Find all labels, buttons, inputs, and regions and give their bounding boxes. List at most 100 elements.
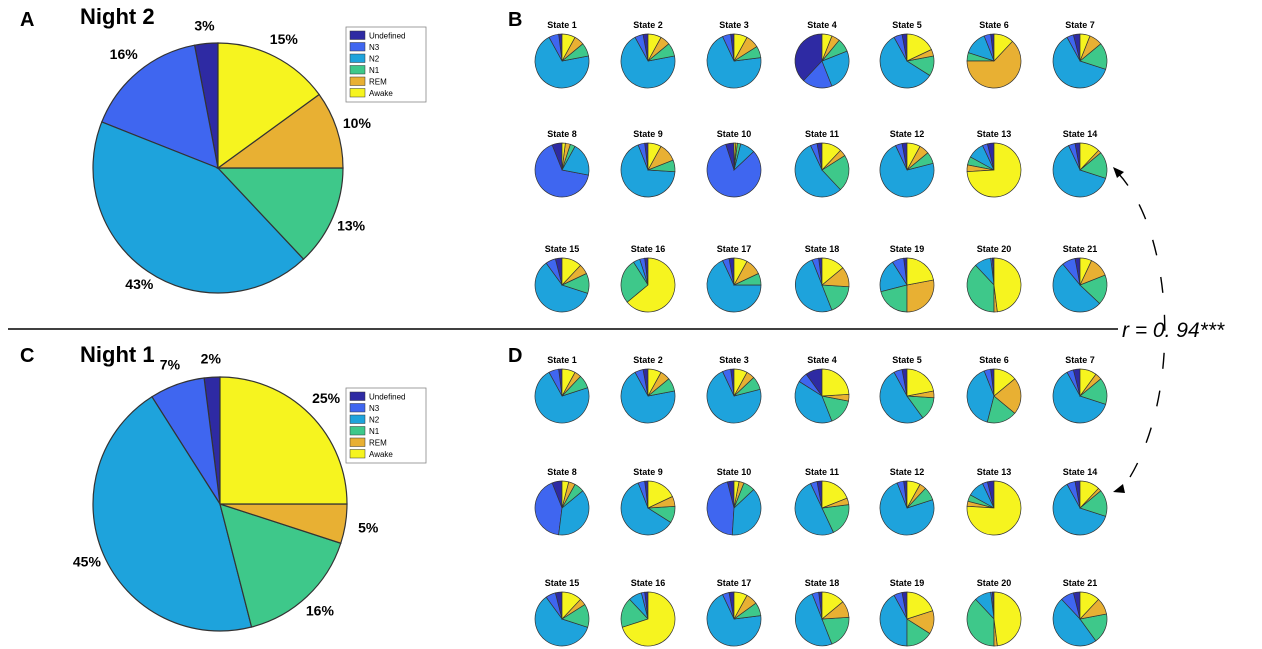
panel-b-state-15-slice-n2 [534, 262, 589, 313]
panel-d-state-18: State 18 [795, 578, 850, 647]
panel-b-state-18: State 18 [795, 244, 850, 313]
panel-b-state-16-label: State 16 [631, 244, 666, 254]
panel-d-state-9: State 9 [620, 467, 676, 536]
panel-a-pie: 3% 16% 43% 13% 10% 15% [92, 18, 372, 294]
panel-d-state-6-slice-n2 [966, 370, 995, 423]
panel-d-state-19-slice-awake [906, 591, 934, 620]
panel-b-state-4-slice-undefined [794, 33, 823, 82]
panel-b-state-5: State 5 [879, 20, 935, 89]
panel-c-legend-label-awake: Awake [369, 450, 393, 459]
panel-b-state-20-slice-n1 [966, 264, 995, 313]
panel-d-state-5-slice-n2 [879, 371, 924, 424]
panel-c-slice-n1 [219, 503, 342, 628]
panel-letter-d: D [508, 345, 522, 367]
panel-c-legend-swatch-undefined [349, 391, 366, 401]
panel-b-state-11-slice-n2 [794, 145, 841, 198]
panel-b-state-10-slice-awake [733, 142, 737, 171]
panel-b-state-17: State 17 [706, 244, 762, 313]
panel-a-slice-n2 [92, 121, 305, 294]
panel-d-state-1-slice-n2 [534, 371, 590, 424]
panel-b-state-7: State 7 [1052, 20, 1108, 89]
panel-b-state-4-label: State 4 [807, 20, 837, 30]
panel-b-state-1-slice-n2 [534, 36, 590, 89]
panel-d-state-4-slice-n2 [794, 381, 833, 424]
panel-c-label-n3: 7% [160, 357, 181, 373]
panel-d-state-5-slice-awake [906, 368, 934, 397]
panel-d-state-21-slice-n2 [1052, 598, 1097, 647]
panel-d-state-10: State 10 [706, 467, 762, 536]
panel-b-state-14-slice-n2 [1052, 145, 1107, 198]
panel-d-state-8-slice-awake [561, 480, 570, 509]
panel-d-state-15: State 15 [534, 578, 590, 647]
panel-a-legend-label-awake: Awake [369, 89, 393, 98]
panel-a-label-n1: 13% [337, 218, 366, 234]
panel-b-state-10-label: State 10 [717, 129, 752, 139]
correlation-arrow-head-top [1113, 167, 1124, 178]
panel-d-state-2: State 2 [620, 355, 676, 424]
panel-a-legend-swatch-rem [349, 76, 366, 86]
panel-b-state-6-label: State 6 [979, 20, 1009, 30]
panel-d-state-4-slice-awake [821, 368, 850, 397]
panel-b-state-9: State 9 [620, 129, 676, 198]
panel-b-state-8-slice-n3 [534, 144, 589, 198]
panel-b-state-15-label: State 15 [545, 244, 580, 254]
panel-b-state-21-slice-n2 [1052, 263, 1101, 313]
panel-d-state-9-slice-awake [647, 480, 673, 509]
panel-c-legend-swatch-n2 [349, 414, 366, 424]
panel-b-state-9-label: State 9 [633, 129, 663, 139]
panel-c-slice-n2 [92, 395, 253, 632]
panel-b-state-18-label: State 18 [805, 244, 840, 254]
panel-b-state-6-slice-rem [966, 40, 1022, 89]
panel-a-legend: Undefined N3 N2 N1 REM Awake [345, 26, 427, 103]
panel-d-state-6-slice-rem [993, 378, 1022, 414]
panel-d-state-10-label: State 10 [717, 467, 752, 477]
panel-a-label-rem: 10% [343, 115, 372, 131]
panel-d-state-1-slice-awake [561, 368, 576, 397]
panel-d-state-14: State 14 [1052, 467, 1108, 536]
panel-a-title: Night 2 [80, 4, 155, 29]
panel-d-state-17-slice-n2 [706, 594, 762, 647]
panel-a-legend-label-n3: N3 [369, 43, 380, 52]
panel-b-state-7-label: State 7 [1065, 20, 1095, 30]
panel-d-state-6-slice-awake [993, 368, 1016, 397]
panel-a-legend-label-rem: REM [369, 78, 387, 87]
panel-d-state-14-slice-awake [1079, 480, 1099, 509]
panel-d-state-19: State 19 [879, 578, 935, 647]
panel-b-state-5-slice-n2 [879, 36, 931, 89]
panel-a-legend-swatch-awake [349, 88, 366, 98]
panel-a-label-awake: 15% [270, 31, 299, 47]
panel-b-state-2: State 2 [620, 20, 676, 89]
panel-b-state-17-slice-n2 [706, 260, 762, 313]
panel-b-state-11-slice-awake [821, 142, 841, 171]
panel-d-state-8: State 8 [534, 467, 590, 536]
panel-d-state-1: State 1 [534, 355, 590, 424]
panel-c-slice-awake [219, 376, 348, 505]
panel-b-state-8: State 8 [534, 129, 590, 198]
panel-b-state-20-label: State 20 [977, 244, 1012, 254]
panel-d-state-15-slice-awake [561, 591, 581, 620]
panel-d-state-15-label: State 15 [545, 578, 580, 588]
panel-b-state-8-label: State 8 [547, 129, 577, 139]
panel-d-state-16: State 16 [620, 578, 676, 647]
panel-a-legend-swatch-n2 [349, 53, 366, 63]
correlation-arrow-path [1117, 172, 1166, 493]
panel-c-label-undefined: 2% [201, 350, 222, 366]
panel-b-state-16: State 16 [620, 244, 676, 313]
panel-b-state-3: State 3 [706, 20, 762, 89]
panel-d-state-11-label: State 11 [805, 467, 839, 477]
panel-b-state-19: State 19 [879, 244, 935, 313]
panel-c-legend-label-rem: REM [369, 439, 387, 448]
panel-d-state-2-slice-n2 [620, 371, 676, 424]
panel-a-legend-label-n2: N2 [369, 55, 380, 64]
panel-d-state-16-label: State 16 [631, 578, 666, 588]
panel-a-label-n2: 43% [125, 276, 154, 292]
panel-c-label-n2: 45% [73, 554, 102, 570]
panel-d-state-21-slice-awake [1079, 591, 1099, 620]
panel-d-state-8-slice-n3 [534, 482, 563, 536]
panel-a-legend-swatch-n3 [349, 42, 366, 52]
panel-d-state-14-label: State 14 [1063, 467, 1098, 477]
panel-letter-b: B [508, 9, 522, 31]
panel-b-state-14-slice-awake [1079, 142, 1099, 171]
panel-b-state-4-slice-n2 [821, 50, 850, 87]
panel-b-state-grid: State 1 State 2 State 3 State 4 State 5 State… [534, 20, 1108, 313]
